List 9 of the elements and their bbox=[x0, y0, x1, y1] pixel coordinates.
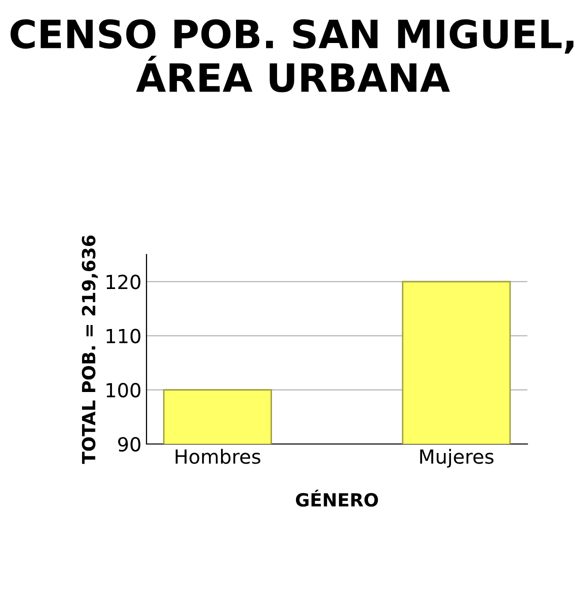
x-tick-label: Mujeres bbox=[420, 448, 494, 468]
y-tick-label: 120 bbox=[106, 274, 140, 290]
x-tick-label: Hombres bbox=[176, 448, 260, 464]
y-tick-label: 100 bbox=[106, 382, 140, 398]
x-axis-title: GÉNERO bbox=[296, 490, 378, 507]
y-tick-label: 90 bbox=[118, 436, 140, 452]
chart-title: CENSO POB. SAN MIGUEL, ÁREA URBANA bbox=[10, 19, 574, 92]
y-tick-label: 110 bbox=[106, 328, 140, 344]
y-axis-title: TOTAL POB. = 219,636 bbox=[82, 236, 98, 464]
